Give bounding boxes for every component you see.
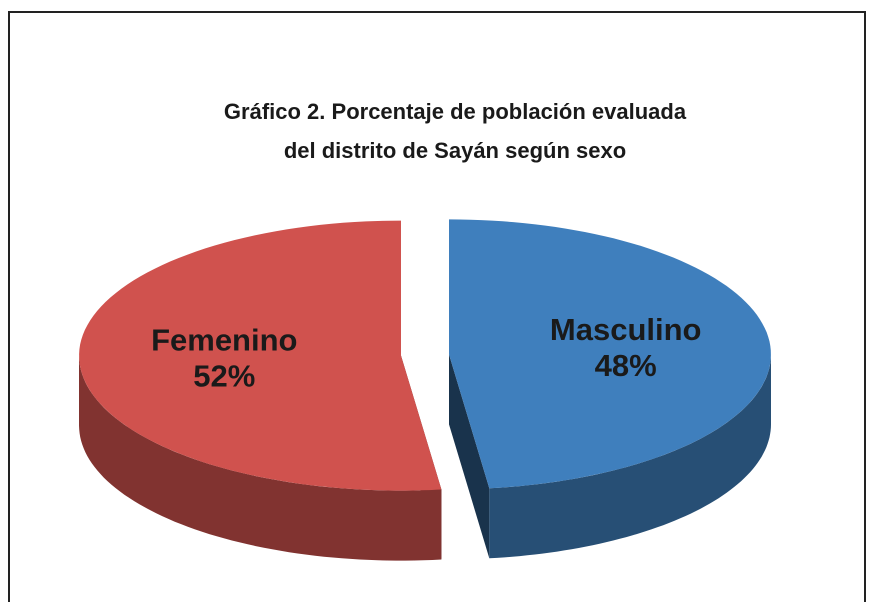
slice-side xyxy=(79,355,442,561)
slice-edge xyxy=(449,354,490,559)
slice-value-label: 48% xyxy=(595,348,657,383)
slice-value-label: 52% xyxy=(193,358,255,393)
slice xyxy=(79,220,442,491)
slice-label: Masculino xyxy=(550,312,702,347)
slice-side xyxy=(489,354,771,559)
chart-title: del distrito de Sayán según sexo xyxy=(284,138,626,163)
slice xyxy=(449,219,771,489)
chart-title: Gráfico 2. Porcentaje de población evalu… xyxy=(224,99,687,124)
slice-label: Femenino xyxy=(151,322,297,357)
